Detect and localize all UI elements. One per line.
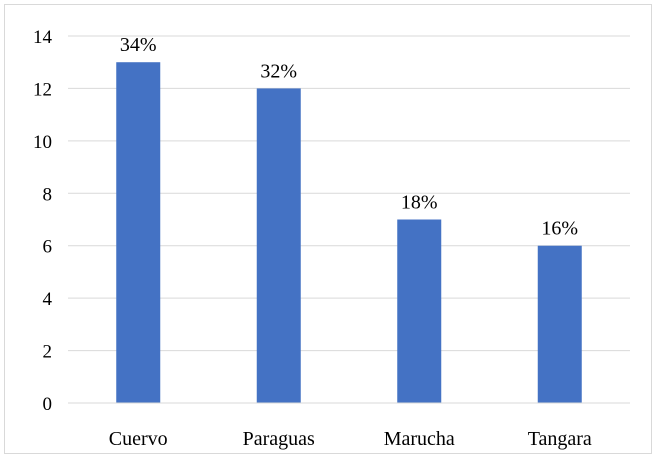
- bar-paraguas: [256, 88, 301, 403]
- gridlines: [68, 35, 630, 352]
- data-labels: 34% 32% 18% 16%: [120, 34, 578, 240]
- y-tick-label: 0: [43, 394, 53, 415]
- data-label-cuervo: 34%: [120, 34, 157, 56]
- data-label-marucha: 18%: [401, 192, 438, 214]
- x-axis-categories: Cuervo Paraguas Marucha Tangara: [109, 428, 592, 450]
- y-tick-label: 10: [33, 132, 52, 153]
- data-label-tangara: 16%: [541, 218, 578, 240]
- y-axis-ticks: 0 2 4 6 8 10 12 14: [33, 27, 53, 415]
- bar-tangara: [537, 245, 582, 403]
- category-label-marucha: Marucha: [384, 428, 455, 450]
- y-tick-label: 8: [43, 184, 53, 205]
- data-label-paraguas: 32%: [260, 60, 297, 82]
- y-tick-label: 14: [33, 27, 53, 48]
- category-label-cuervo: Cuervo: [109, 428, 168, 450]
- category-label-paraguas: Paraguas: [243, 428, 315, 450]
- y-tick-label: 4: [43, 289, 53, 310]
- y-tick-label: 2: [43, 342, 53, 363]
- bar-cuervo: [116, 62, 161, 403]
- bar-marucha: [397, 219, 442, 403]
- bars: [116, 62, 582, 403]
- y-tick-label: 6: [43, 237, 53, 258]
- y-tick-label: 12: [33, 79, 52, 100]
- category-label-tangara: Tangara: [528, 428, 592, 450]
